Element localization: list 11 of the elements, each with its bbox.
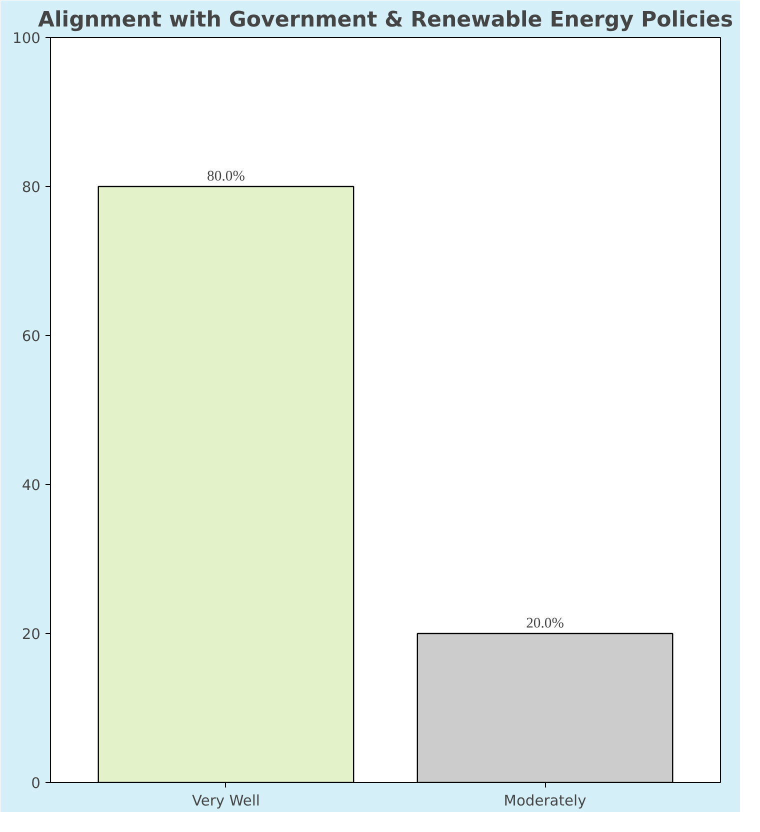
data-label: 80.0% bbox=[207, 168, 245, 184]
y-tick-label: 40 bbox=[22, 477, 41, 494]
data-label: 20.0% bbox=[526, 616, 564, 632]
chart-title: Alignment with Government & Renewable Energy Policies bbox=[38, 8, 734, 32]
x-tick-label: Very Well bbox=[192, 792, 260, 810]
y-tick-label: 0 bbox=[31, 775, 41, 792]
y-tick-label: 100 bbox=[12, 30, 41, 47]
y-tick-label: 20 bbox=[22, 626, 41, 643]
y-tick-label: 80 bbox=[22, 179, 41, 196]
x-tick-label: Moderately bbox=[504, 792, 587, 810]
y-tick-label: 60 bbox=[22, 328, 41, 345]
